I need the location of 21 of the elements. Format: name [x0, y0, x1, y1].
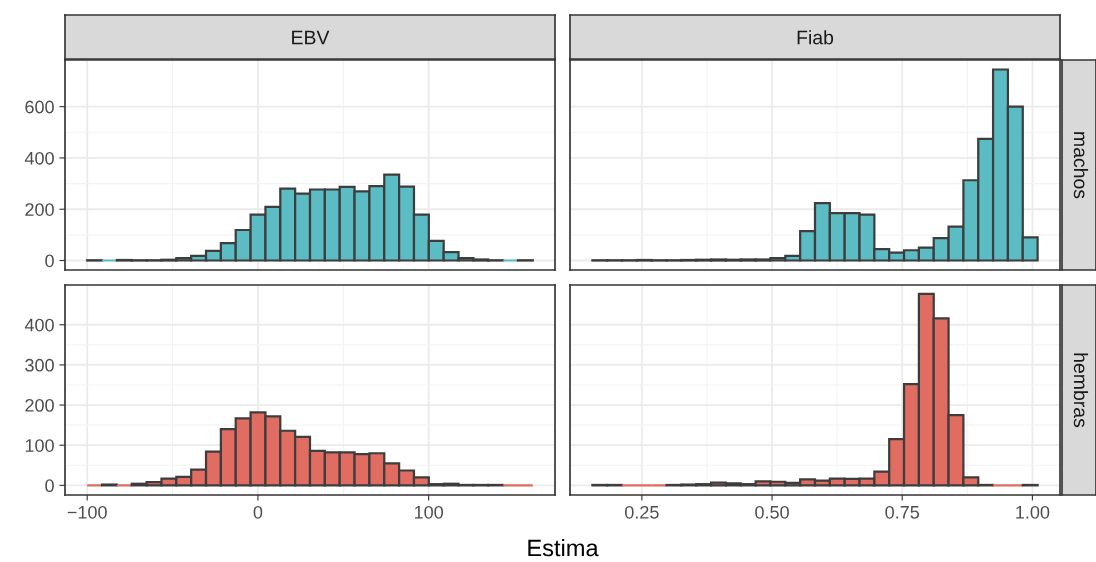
- x-tick-label: 1.00: [1016, 505, 1050, 519]
- x-axis-title: Estima: [528, 538, 599, 557]
- x-tick-label: −100: [67, 505, 107, 519]
- y-tick-label: 400: [24, 318, 54, 332]
- chart-title: EBV: [292, 30, 330, 45]
- x-tick-label: 0: [253, 505, 263, 519]
- y2-axis-title: hembras: [1073, 353, 1089, 428]
- y-tick-label: 600: [25, 100, 54, 114]
- y-tick-label: 200: [25, 398, 54, 412]
- x-tick-label: 0.25: [625, 505, 659, 519]
- x-tick-label: 0.75: [885, 505, 920, 519]
- y-tick-label: 200: [25, 203, 54, 216]
- chart-title: Fiab: [797, 30, 834, 45]
- y-tick-label: 400: [24, 151, 54, 165]
- x-tick-label: 100: [414, 505, 444, 519]
- y-tick-label: 300: [25, 358, 54, 372]
- y-tick-label: 0: [45, 254, 54, 268]
- x-tick-label: 0.50: [755, 505, 789, 519]
- y-tick-label: 0: [45, 479, 54, 493]
- y2-axis-title: machos: [1073, 132, 1089, 199]
- y-tick-label: 100: [25, 439, 54, 452]
